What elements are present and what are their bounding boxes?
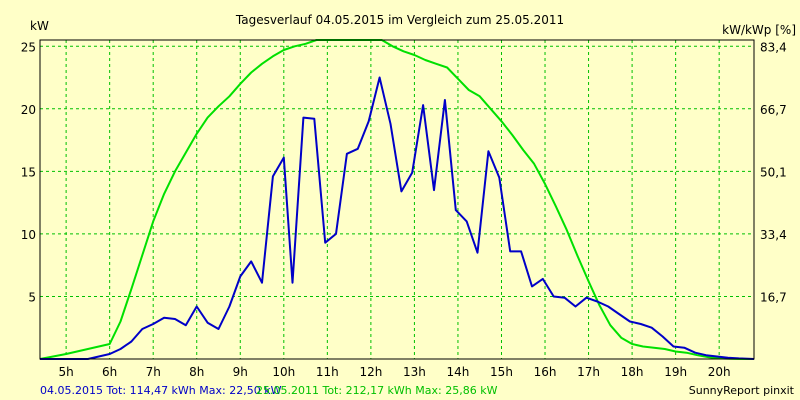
x-tick-label: 15h bbox=[490, 365, 513, 379]
x-tick-label: 11h bbox=[316, 365, 339, 379]
x-tick-label: 9h bbox=[233, 365, 248, 379]
series-line-2 bbox=[39, 39, 754, 360]
y-tick-label-right: 33,4 bbox=[760, 228, 787, 242]
series-line-1 bbox=[40, 76, 755, 360]
x-tick-label: 8h bbox=[189, 365, 204, 379]
series-layer bbox=[39, 39, 755, 360]
y-tick-label-left: 20 bbox=[21, 103, 36, 117]
y-axis-left-label: kW bbox=[30, 19, 49, 33]
footer-series1-stats: 04.05.2015 Tot: 114,47 kWh Max: 22,50 kW bbox=[40, 384, 282, 397]
x-tick-label: 13h bbox=[403, 365, 426, 379]
x-tick-label: 16h bbox=[534, 365, 557, 379]
footer-credit: SunnyReport pinxit bbox=[689, 384, 795, 397]
x-tick-label: 18h bbox=[621, 365, 644, 379]
y-tick-label-right: 16,7 bbox=[760, 290, 787, 304]
x-tick-label: 10h bbox=[272, 365, 295, 379]
y-tick-label-left: 15 bbox=[21, 165, 36, 179]
x-tick-label: 5h bbox=[58, 365, 73, 379]
chart-title: Tagesverlauf 04.05.2015 im Vergleich zum… bbox=[235, 13, 564, 27]
x-tick-label: 20h bbox=[708, 365, 731, 379]
y-axis-right-label: kW/kWp [%] bbox=[722, 23, 796, 37]
y-tick-label-right: 50,1 bbox=[760, 165, 787, 179]
y-tick-label-left: 5 bbox=[28, 290, 36, 304]
x-tick-label: 7h bbox=[146, 365, 161, 379]
y-tick-label-right: 83,4 bbox=[760, 40, 787, 54]
x-tick-label: 14h bbox=[447, 365, 470, 379]
x-tick-label: 19h bbox=[664, 365, 687, 379]
footer-series2-stats: 25.05.2011 Tot: 212,17 kWh Max: 25,86 kW bbox=[256, 384, 498, 397]
y-tick-label-left: 10 bbox=[21, 228, 36, 242]
x-tick-label: 17h bbox=[577, 365, 600, 379]
grid bbox=[40, 40, 754, 359]
x-tick-label: 12h bbox=[359, 365, 382, 379]
x-tick-label: 6h bbox=[102, 365, 117, 379]
tick-labels: 5h 6h 7h 8h 9h 10h 11h 12h 13h 14h 15h 16h 17h 18h 19h… bbox=[21, 40, 787, 379]
plot-frame bbox=[39, 39, 755, 360]
y-tick-label-right: 66,7 bbox=[760, 103, 787, 117]
y-tick-label-left: 25 bbox=[21, 40, 36, 54]
